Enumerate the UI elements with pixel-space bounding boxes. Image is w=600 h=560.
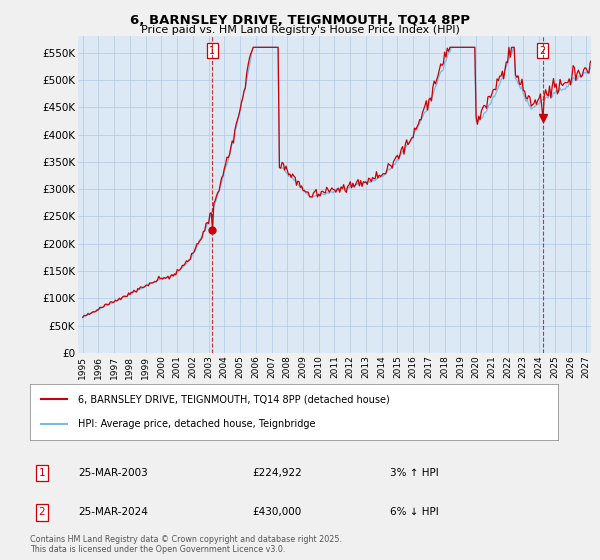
Text: 6% ↓ HPI: 6% ↓ HPI [390, 507, 439, 517]
Text: 1: 1 [209, 46, 215, 56]
Text: HPI: Average price, detached house, Teignbridge: HPI: Average price, detached house, Teig… [77, 419, 315, 429]
Text: 6, BARNSLEY DRIVE, TEIGNMOUTH, TQ14 8PP (detached house): 6, BARNSLEY DRIVE, TEIGNMOUTH, TQ14 8PP … [77, 394, 389, 404]
Text: Price paid vs. HM Land Registry's House Price Index (HPI): Price paid vs. HM Land Registry's House … [140, 25, 460, 35]
Text: Contains HM Land Registry data © Crown copyright and database right 2025.
This d: Contains HM Land Registry data © Crown c… [30, 535, 342, 554]
Text: 1: 1 [38, 468, 46, 478]
Text: 25-MAR-2003: 25-MAR-2003 [78, 468, 148, 478]
Text: 25-MAR-2024: 25-MAR-2024 [78, 507, 148, 517]
Text: £430,000: £430,000 [252, 507, 301, 517]
Text: 2: 2 [539, 46, 546, 56]
Text: £224,922: £224,922 [252, 468, 302, 478]
Text: 6, BARNSLEY DRIVE, TEIGNMOUTH, TQ14 8PP: 6, BARNSLEY DRIVE, TEIGNMOUTH, TQ14 8PP [130, 14, 470, 27]
Text: 2: 2 [38, 507, 46, 517]
Text: 3% ↑ HPI: 3% ↑ HPI [390, 468, 439, 478]
